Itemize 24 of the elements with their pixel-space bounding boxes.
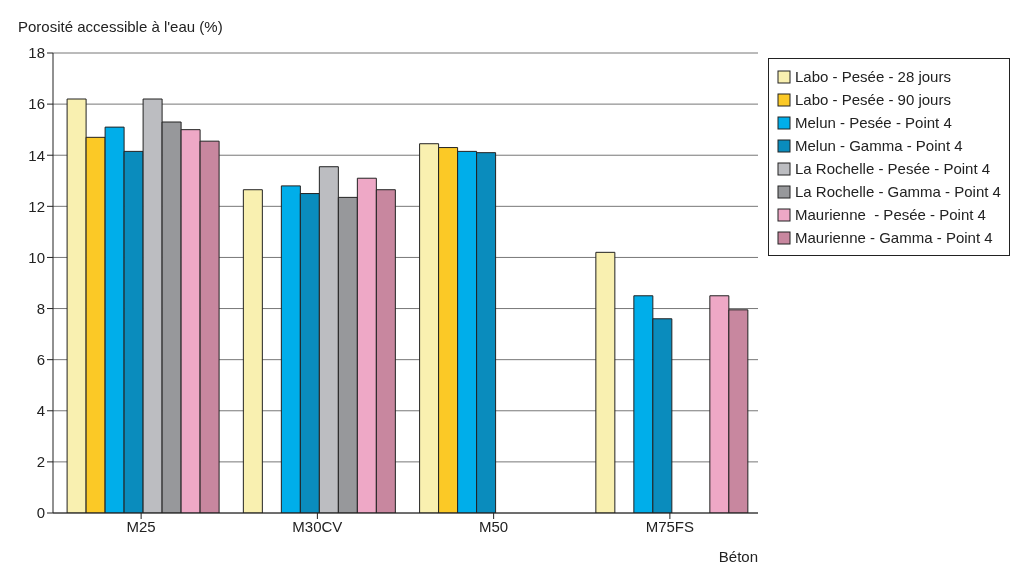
legend-label: La Rochelle - Gamma - Point 4	[795, 183, 1001, 200]
y-tick-label: 12	[28, 197, 45, 215]
x-tick-label: M75FS	[645, 517, 695, 535]
y-tick-label: 4	[36, 402, 45, 420]
y-tick-label: 6	[36, 350, 45, 368]
y-axis-title: Porosité accessible à l'eau (%)	[18, 18, 223, 35]
y-tick-label: 2	[36, 453, 45, 471]
x-tick-label: M50	[479, 517, 509, 535]
y-tick-label: 0	[36, 504, 45, 522]
legend-label: La Rochelle - Pesée - Point 4	[795, 160, 991, 177]
legend-label: Labo - Pesée - 28 jours	[795, 68, 951, 85]
x-tick-label: M30CV	[292, 517, 343, 535]
y-tick-label: 16	[28, 95, 45, 113]
y-tick-label: 14	[28, 146, 45, 164]
legend-label: Melun - Pesée - Point 4	[795, 114, 952, 131]
x-axis-title: Béton	[718, 548, 758, 565]
legend-label: Maurienne - Gamma - Point 4	[795, 229, 993, 246]
y-tick-label: 18	[28, 44, 45, 62]
legend-label: Labo - Pesée - 90 jours	[795, 91, 951, 108]
legend-label: Maurienne - Pesée - Point 4	[795, 206, 986, 223]
y-tick-label: 10	[28, 248, 45, 266]
legend-label: Melun - Gamma - Point 4	[795, 137, 963, 154]
x-tick-label: M25	[126, 517, 156, 535]
y-tick-label: 8	[36, 299, 45, 317]
